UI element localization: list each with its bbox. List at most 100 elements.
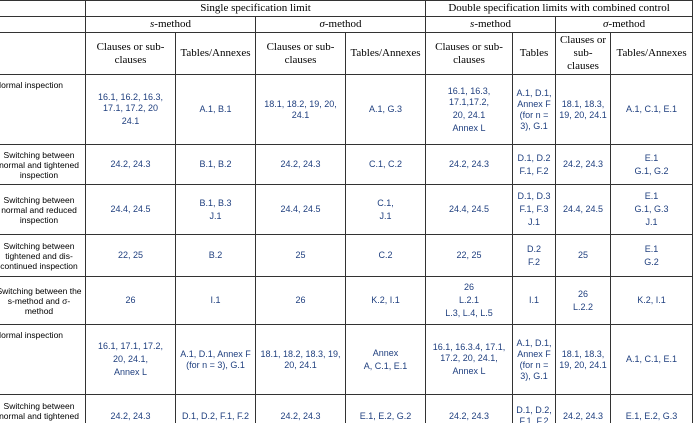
cell-line: A, C.1, E.1: [363, 360, 408, 371]
cell-line: 18.1, 18.2, 18.3, 19, 20, 24.1: [260, 348, 341, 370]
data-cell: 16.1, 16.3, 17.1,17.2, 20, 24.1 Annex L: [425, 74, 514, 145]
data-cell: 18.1, 18.3, 19, 20, 24.1: [555, 74, 612, 145]
method-symbol: s: [150, 18, 155, 30]
cell-line: D.1, D.2, F.1, F.2: [516, 405, 552, 423]
data-cell: A.1, D.1, Annex F (for n = 3), G.1: [175, 324, 256, 395]
data-cell: 24.2, 24.3: [425, 144, 514, 185]
data-cell: 24.2, 24.3: [255, 144, 346, 185]
cell-line: A.1, C.1, E.1: [626, 354, 678, 364]
data-cell: A.1, C.1, E.1: [610, 324, 694, 395]
cell-line: 24.2, 24.3: [110, 159, 151, 169]
data-cell: D.1, D.2, F.1, F.2: [175, 394, 256, 423]
cell-line: B.2: [208, 250, 223, 260]
data-cell: 16.1, 16.2, 16.3, 17.1, 17.2, 20 24.1: [85, 74, 176, 145]
data-cell: 24.4, 24.5: [255, 184, 346, 235]
data-cell: 18.1, 18.3, 19, 20, 24.1: [555, 324, 612, 395]
data-cell: E.1 G.1, G.3 J.1: [610, 184, 694, 235]
cell-line: E.1: [644, 243, 659, 254]
cell-line: F.1, F.2: [519, 165, 549, 176]
data-cell: 22, 25: [425, 234, 514, 277]
data-cell: 24.2, 24.3: [255, 394, 346, 423]
data-cell: 25: [255, 234, 346, 277]
cell-line: 16.1, 16.2, 16.3, 17.1, 17.2, 20: [97, 92, 164, 113]
row-label: Switching between normal and reduced ins…: [0, 184, 86, 235]
cell-line: 22, 25: [117, 250, 144, 260]
data-cell: D.2 F.2: [512, 234, 557, 277]
cell-line: G.2: [644, 256, 659, 267]
data-cell: E.1, E.2, G.2: [344, 394, 427, 423]
data-cell: A.1, G.3: [344, 74, 427, 145]
cell-line: 16.1, 17.1, 17.2,: [97, 341, 164, 351]
group-header: Single specification limit: [84, 0, 427, 17]
data-cell: I.1: [512, 276, 557, 325]
data-cell: C.1, J.1: [344, 184, 427, 235]
method-suffix: -method: [154, 18, 191, 30]
column-header: Tables/Annexes: [175, 32, 256, 75]
cell-line: 16.1, 16.3.4, 17.1, 17.2, 20, 24.1,: [432, 342, 506, 363]
cell-line: A.1, B.1: [199, 104, 232, 114]
cell-line: 22, 25: [456, 250, 482, 260]
method-header: σ-method: [555, 16, 694, 33]
header-row: Clauses or sub-clauses Tables/Annexes Clau…: [0, 32, 694, 75]
cell-line: I.1: [529, 295, 540, 305]
data-cell: E.1 G.2: [610, 234, 694, 277]
column-header: Tables/Annexes: [610, 32, 694, 75]
data-cell: 26 L.2.2: [555, 276, 612, 325]
cell-line: D.1, D.3: [517, 191, 551, 201]
cell-line: F.1, F.3: [519, 204, 549, 214]
cell-line: 24.4, 24.5: [280, 204, 321, 214]
column-header: Clauses or sub-clauses: [555, 32, 612, 75]
cell-line: A.1, D.1, Annex F (for n = 3), G.1: [516, 87, 552, 131]
cell-line: B.1, B.3: [199, 197, 232, 208]
cell-line: Annex L: [452, 122, 486, 133]
cell-line: 26: [578, 288, 589, 299]
cell-line: 24.4, 24.5: [449, 204, 490, 214]
table-row: Switching between the s-method and σ-met…: [0, 276, 694, 325]
cell-line: 26: [125, 295, 136, 305]
cell-line: J.1: [528, 217, 541, 227]
header-row: s-method σ-method s-method σ-method: [0, 16, 694, 33]
cell-line: K.2, I.1: [371, 295, 400, 305]
data-cell: A.1, C.1, E.1: [610, 74, 694, 145]
data-cell: 24.2, 24.3: [555, 394, 612, 423]
data-cell: 24.4, 24.5: [85, 184, 176, 235]
data-cell: 24.2, 24.3: [425, 394, 514, 423]
cell-line: A.1, G.3: [369, 104, 403, 114]
data-cell: 16.1, 17.1, 17.2, 20, 24.1, Annex L: [85, 324, 176, 395]
data-cell: 24.4, 24.5: [425, 184, 514, 235]
cell-line: C.1, C.2: [369, 159, 403, 169]
cell-line: 26: [464, 282, 475, 292]
table-row: Switching between normal and tightened i…: [0, 394, 694, 423]
method-header: σ-method: [254, 16, 427, 33]
cell-line: E.1: [644, 152, 659, 163]
data-cell: B.1, B.3 J.1: [175, 184, 256, 235]
cell-line: 24.2, 24.3: [280, 410, 321, 421]
cell-line: B.1, B.2: [199, 159, 232, 169]
data-cell: D.1, D.2 F.1, F.2: [512, 144, 557, 185]
data-cell: A.1, D.1, Annex F (for n = 3), G.1: [512, 324, 557, 395]
column-header: Tables/Annexes: [344, 32, 427, 75]
cell-line: A.1, C.1, E.1: [626, 104, 678, 114]
cell-line: A.1, D.1, Annex F (for n = 3), G.1: [516, 337, 552, 381]
corner-cell: [0, 16, 86, 33]
column-header: Clauses or sub-clauses: [425, 32, 514, 75]
cell-line: I.1: [210, 295, 221, 305]
data-cell: I.1: [175, 276, 256, 325]
table-row: Normal inspection 16.1, 17.1, 17.2, 20, 24…: [0, 324, 694, 395]
table-row: Switching between normal and tightened i…: [0, 144, 694, 185]
cell-line: C.1,: [377, 197, 394, 208]
cell-line: D.1, D.2: [517, 152, 551, 163]
cell-line: 18.1, 18.2, 19, 20, 24.1: [264, 98, 337, 120]
data-cell: E.1 G.1, G.2: [610, 144, 694, 185]
group-header: Double specification limits with combine…: [425, 0, 694, 17]
data-cell: 24.4, 24.5: [555, 184, 612, 235]
cell-line: D.2: [527, 243, 542, 254]
data-cell: C.1, C.2: [344, 144, 427, 185]
cell-line: L.2.2: [573, 301, 594, 312]
table-row: Normal inspection 16.1, 16.2, 16.3, 17.1,…: [0, 74, 694, 145]
method-suffix: -method: [608, 18, 646, 30]
column-header: Clauses or sub-clauses: [255, 32, 346, 75]
